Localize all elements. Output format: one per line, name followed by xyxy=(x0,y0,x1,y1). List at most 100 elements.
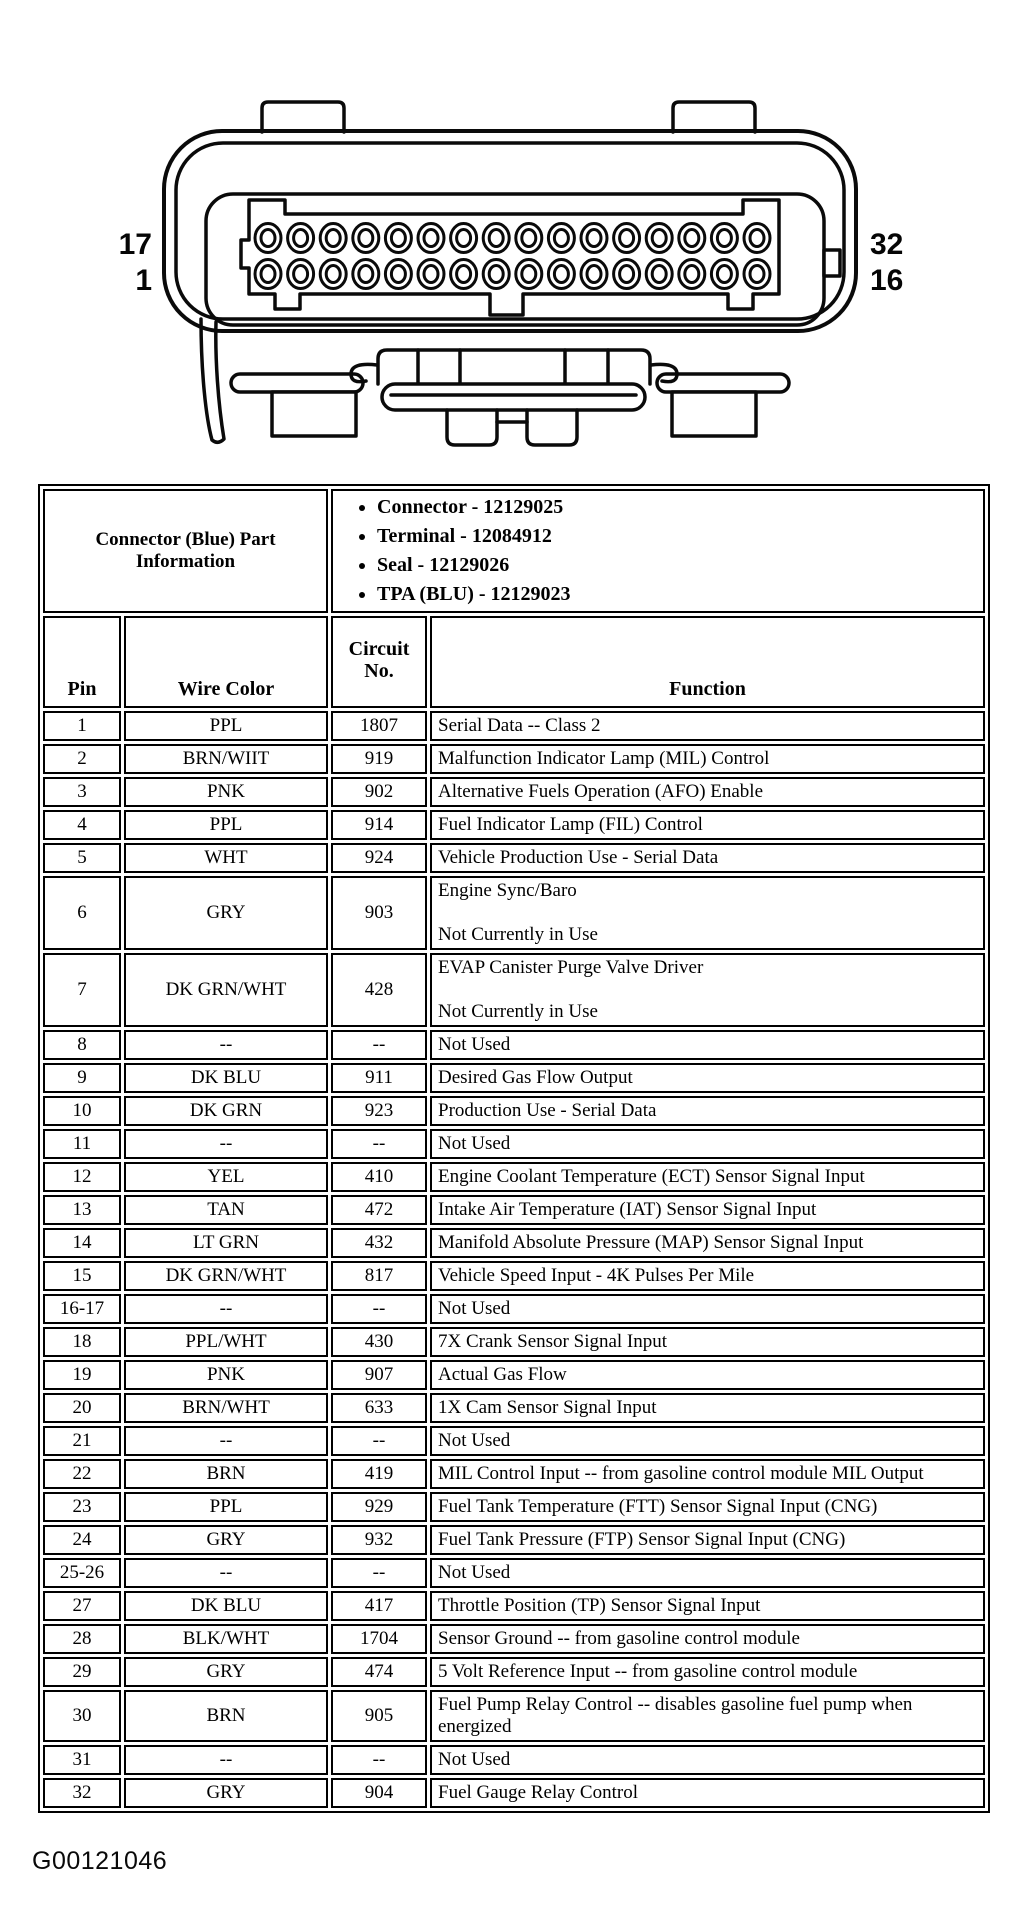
part-info-item: Terminal - 12084912 xyxy=(377,522,977,551)
cell-wire-color: DK GRN/WHT xyxy=(124,1261,328,1291)
pin-cavity-inner xyxy=(324,264,342,284)
pin-cavity-outer xyxy=(742,222,772,254)
pin-field xyxy=(253,222,772,290)
table-row: 6 GRY 903 Engine Sync/Baro Not Currently… xyxy=(43,876,985,950)
pin-cavity-outer xyxy=(644,222,674,254)
cell-circuit-no: 923 xyxy=(331,1096,427,1126)
cell-pin: 21 xyxy=(43,1426,121,1456)
pin-cavity-outer xyxy=(644,258,674,290)
cell-wire-color: BRN/WHT xyxy=(124,1393,328,1423)
pin-cavity-outer xyxy=(481,222,511,254)
pin-cavity-outer xyxy=(416,258,446,290)
cell-pin: 19 xyxy=(43,1360,121,1390)
pin-cavity-outer xyxy=(709,222,739,254)
table-row: 11 -- -- Not Used xyxy=(43,1129,985,1159)
cell-wire-color: -- xyxy=(124,1129,328,1159)
cell-wire-color: WHT xyxy=(124,843,328,873)
cell-circuit-no: 905 xyxy=(331,1690,427,1742)
cell-function: Not Used xyxy=(430,1426,985,1456)
pin-label-top-right: 32 xyxy=(870,228,903,261)
header-function: Function xyxy=(430,616,985,708)
header-pin: Pin xyxy=(43,616,121,708)
cell-circuit-no: 1704 xyxy=(331,1624,427,1654)
cell-function: Intake Air Temperature (IAT) Sensor Sign… xyxy=(430,1195,985,1225)
cell-wire-color: -- xyxy=(124,1745,328,1775)
table-row: 24 GRY 932 Fuel Tank Pressure (FTP) Sens… xyxy=(43,1525,985,1555)
table-row: 22 BRN 419 MIL Control Input -- from gas… xyxy=(43,1459,985,1489)
cell-function: Engine Coolant Temperature (ECT) Sensor … xyxy=(430,1162,985,1192)
pin-cavity-outer xyxy=(318,258,348,290)
pin-cavity-inner xyxy=(552,228,570,248)
pin-cavity-inner xyxy=(389,264,407,284)
pin-cavity-inner xyxy=(520,228,538,248)
cell-pin: 8 xyxy=(43,1030,121,1060)
pin-cavity-inner xyxy=(585,264,603,284)
cell-wire-color: PPL xyxy=(124,810,328,840)
pin-cavity-inner xyxy=(259,264,277,284)
latch-hook-right xyxy=(649,362,679,384)
cell-function: Not Used xyxy=(430,1030,985,1060)
connector-diagram-svg: 17 1 32 16 xyxy=(119,100,903,447)
part-info-row: Connector (Blue) Part Information Connec… xyxy=(43,489,985,613)
cell-circuit-no: 430 xyxy=(331,1327,427,1357)
part-info-item: TPA (BLU) - 12129023 xyxy=(377,580,977,609)
cell-wire-color: -- xyxy=(124,1558,328,1588)
pin-cavity-outer xyxy=(677,258,707,290)
table-row: 8 -- -- Not Used xyxy=(43,1030,985,1060)
cell-wire-color: LT GRN xyxy=(124,1228,328,1258)
pin-cavity-outer xyxy=(253,258,283,290)
cell-pin: 16-17 xyxy=(43,1294,121,1324)
header-wire-color: Wire Color xyxy=(124,616,328,708)
latch-hook-left xyxy=(349,362,379,384)
pin-label-bottom-left: 1 xyxy=(135,264,152,297)
pin-label-top-left: 17 xyxy=(119,228,152,261)
connector-pin-insert xyxy=(239,198,781,317)
cell-function: Engine Sync/Baro Not Currently in Use xyxy=(430,876,985,950)
cell-circuit-no: 428 xyxy=(331,953,427,1027)
cell-circuit-no: 474 xyxy=(331,1657,427,1687)
cell-wire-color: DK BLU xyxy=(124,1591,328,1621)
pin-cavity-outer xyxy=(612,258,642,290)
cell-function: Manifold Absolute Pressure (MAP) Sensor … xyxy=(430,1228,985,1258)
cell-function: Fuel Tank Pressure (FTP) Sensor Signal I… xyxy=(430,1525,985,1555)
pin-cavity-inner xyxy=(748,264,766,284)
table-row: 7 DK GRN/WHT 428 EVAP Canister Purge Val… xyxy=(43,953,985,1027)
cell-pin: 6 xyxy=(43,876,121,950)
table-row: 16-17 -- -- Not Used xyxy=(43,1294,985,1324)
cell-circuit-no: 932 xyxy=(331,1525,427,1555)
connector-shell-outer xyxy=(162,129,858,333)
cell-pin: 27 xyxy=(43,1591,121,1621)
connector-top-tab-right xyxy=(671,100,757,134)
cell-pin: 4 xyxy=(43,810,121,840)
table-row: 28 BLK/WHT 1704 Sensor Ground -- from ga… xyxy=(43,1624,985,1654)
pin-cavity-inner xyxy=(748,228,766,248)
cell-wire-color: GRY xyxy=(124,876,328,950)
cell-circuit-no: 472 xyxy=(331,1195,427,1225)
cell-pin: 29 xyxy=(43,1657,121,1687)
connector-bottom-foot-right xyxy=(670,390,758,438)
pin-cavity-inner xyxy=(650,228,668,248)
cell-pin: 28 xyxy=(43,1624,121,1654)
pin-cavity-outer xyxy=(579,222,609,254)
table-row: 31 -- -- Not Used xyxy=(43,1745,985,1775)
cell-circuit-no: 633 xyxy=(331,1393,427,1423)
pin-cavity-outer xyxy=(546,258,576,290)
pin-cavity-outer xyxy=(546,222,576,254)
table-row: 5 WHT 924 Vehicle Production Use - Seria… xyxy=(43,843,985,873)
pinout-table: Connector (Blue) Part Information Connec… xyxy=(38,484,990,1813)
cell-pin: 14 xyxy=(43,1228,121,1258)
pin-cavity-inner xyxy=(552,264,570,284)
cell-wire-color: BRN xyxy=(124,1459,328,1489)
cell-pin: 20 xyxy=(43,1393,121,1423)
cell-pin: 32 xyxy=(43,1778,121,1808)
pin-cavity-inner xyxy=(292,264,310,284)
cell-circuit-no: 417 xyxy=(331,1591,427,1621)
cell-pin: 10 xyxy=(43,1096,121,1126)
table-row: 2 BRN/WIIT 919 Malfunction Indicator Lam… xyxy=(43,744,985,774)
cell-function: Alternative Fuels Operation (AFO) Enable xyxy=(430,777,985,807)
cell-function: Not Used xyxy=(430,1129,985,1159)
table-row: 15 DK GRN/WHT 817 Vehicle Speed Input - … xyxy=(43,1261,985,1291)
pin-cavity-outer xyxy=(286,222,316,254)
pin-cavity-inner xyxy=(487,228,505,248)
connector-latch-risers xyxy=(376,348,652,386)
